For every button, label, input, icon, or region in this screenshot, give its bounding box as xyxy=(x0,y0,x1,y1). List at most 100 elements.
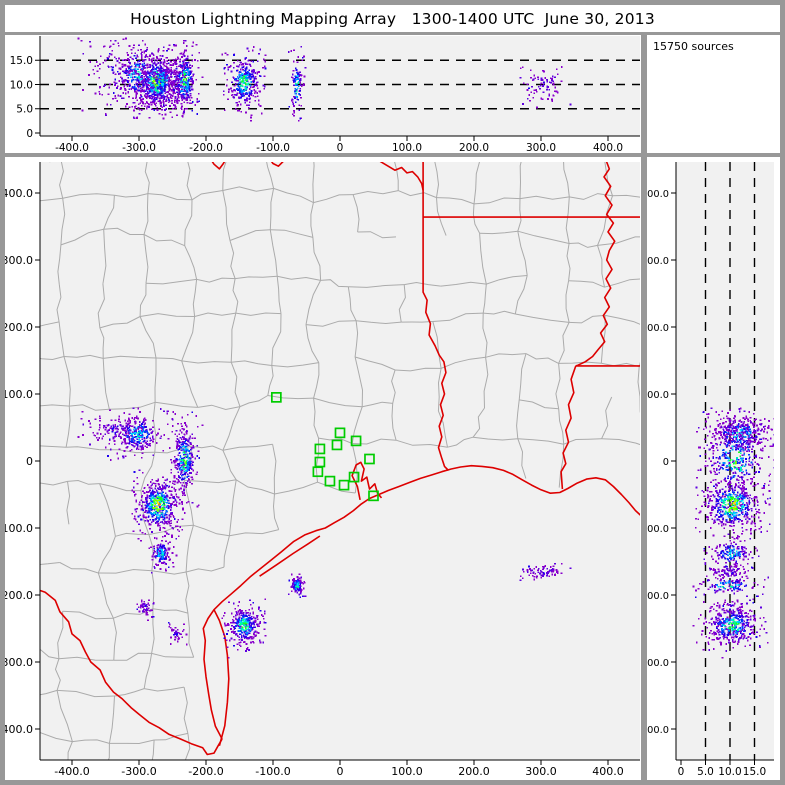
lma-station-marker xyxy=(271,392,282,403)
x-tick: -300.0 xyxy=(122,136,156,153)
lma-station-marker xyxy=(368,490,379,502)
y-tick-label: 300.0 xyxy=(5,254,33,267)
lma-station-marker xyxy=(364,453,375,465)
border-red-river-top xyxy=(211,162,226,170)
y-tick: -300.0 xyxy=(647,658,676,669)
ew-altitude-panel: -400.0 -300.0 -200.0 -100.0 0 100.0 200.0 300.0… xyxy=(5,35,641,153)
x-tick-label: 100.0 xyxy=(391,765,423,778)
lma-station-marker xyxy=(348,471,360,483)
lma-station-marker xyxy=(331,439,343,451)
x-tick-label: 300.0 xyxy=(525,765,557,778)
x-tick: 300.0 xyxy=(526,136,556,153)
border-red-river xyxy=(379,162,424,191)
border-ok-ar-tx-la-border xyxy=(422,162,450,471)
x-tick-label: 300.0 xyxy=(526,142,556,153)
y-tick-label: 0 xyxy=(663,457,669,468)
x-tick-label: -300.0 xyxy=(122,142,156,153)
ns-altitude-panel: -400.0 -300.0 -200.0 -100.0 0 100.0 200.0 300.0… xyxy=(647,157,780,780)
ns-altitude-plot: -400.0 -300.0 -200.0 -100.0 0 100.0 200.0 300.0… xyxy=(647,162,774,778)
plot-area xyxy=(676,162,774,760)
y-tick-label: -100.0 xyxy=(647,524,669,535)
plot-area xyxy=(40,162,640,760)
x-tick: 5.0 xyxy=(697,760,714,778)
y-tick: -100.0 xyxy=(647,524,676,535)
x-tick: -200.0 xyxy=(189,136,223,153)
y-tick-label: -200.0 xyxy=(647,591,669,602)
x-tick: -300.0 xyxy=(121,760,157,778)
x-tick-label: 0 xyxy=(678,766,685,778)
border-galveston-bay xyxy=(351,461,383,501)
y-tick: 0 xyxy=(26,455,40,468)
x-tick: 0 xyxy=(678,760,685,778)
x-tick-label: 400.0 xyxy=(592,765,624,778)
lma-station-marker xyxy=(350,435,362,447)
x-tick-label: 0 xyxy=(337,765,344,778)
y-tick-label: -400.0 xyxy=(647,725,669,736)
x-tick-label: 400.0 xyxy=(593,142,623,153)
border-coast xyxy=(202,464,640,740)
plan-view-map-panel: -400.0 -400.0 -300.0 -300.0 -200.0 -200.0 -100… xyxy=(5,157,641,780)
lma-stations xyxy=(271,392,379,502)
border-rio-grande xyxy=(40,589,223,756)
x-tick-label: -100.0 xyxy=(255,765,290,778)
lightning-sources-ew-altitude xyxy=(77,37,572,122)
y-tick: 400.0 xyxy=(5,187,40,200)
x-tick: 0 xyxy=(337,760,344,778)
y-tick: -400.0 xyxy=(647,725,676,736)
x-tick: 200.0 xyxy=(459,136,489,153)
y-tick: 200.0 xyxy=(647,323,676,334)
y-tick-label: 100.0 xyxy=(647,390,669,401)
y-tick-label: 200.0 xyxy=(5,321,33,334)
x-tick: 15.0 xyxy=(743,760,766,778)
y-tick-label: -300.0 xyxy=(5,656,33,669)
lightning-sources-plan xyxy=(77,407,572,659)
x-tick: 200.0 xyxy=(458,760,490,778)
border-mississippi-river xyxy=(575,162,616,367)
border-red-river-top2 xyxy=(270,162,284,167)
source-count-label: 15750 sources xyxy=(653,40,734,53)
y-tick-label: -300.0 xyxy=(647,658,669,669)
y-tick: -300.0 xyxy=(5,656,40,669)
y-tick: 300.0 xyxy=(647,256,676,267)
lma-station-marker xyxy=(312,466,324,478)
x-tick: -100.0 xyxy=(255,760,291,778)
y-tick-label: 0 xyxy=(26,455,33,468)
y-tick: 15.0 xyxy=(10,55,40,67)
source-count-panel: 15750 sources xyxy=(647,35,780,153)
x-tick: -400.0 xyxy=(54,760,90,778)
x-tick-label: -300.0 xyxy=(121,765,156,778)
lma-station-marker xyxy=(324,475,336,487)
y-tick-label: 0 xyxy=(26,128,33,140)
border-barrier-island xyxy=(213,609,230,747)
x-tick: 400.0 xyxy=(592,760,624,778)
x-tick-label: -400.0 xyxy=(54,765,89,778)
x-tick: 0 xyxy=(337,136,343,153)
x-tick: 10.0 xyxy=(718,760,742,778)
x-tick: 100.0 xyxy=(391,760,423,778)
y-tick-label: -400.0 xyxy=(5,723,33,736)
y-tick-label: 100.0 xyxy=(5,388,33,401)
y-tick-label: -100.0 xyxy=(5,522,33,535)
y-tick: 200.0 xyxy=(5,321,40,334)
y-tick-label: -200.0 xyxy=(5,589,33,602)
page-title: Houston Lightning Mapping Array 1300-140… xyxy=(130,9,655,28)
y-tick: 300.0 xyxy=(5,254,40,267)
title-bar: Houston Lightning Mapping Array 1300-140… xyxy=(5,5,780,32)
county-boundaries xyxy=(40,162,640,760)
lma-station-marker xyxy=(338,479,350,491)
y-tick-label: 400.0 xyxy=(647,189,669,200)
x-tick-label: -100.0 xyxy=(256,142,290,153)
plan-view-map-plot: -400.0 -400.0 -300.0 -300.0 -200.0 -200.0 -100… xyxy=(5,162,640,778)
y-tick-label: 10.0 xyxy=(10,79,33,91)
x-tick-label: 15.0 xyxy=(743,766,766,778)
lightning-sources-ns-altitude xyxy=(692,407,774,659)
x-tick: -400.0 xyxy=(55,136,89,153)
y-tick: -400.0 xyxy=(5,723,40,736)
y-tick: 0 xyxy=(663,457,676,468)
y-tick: 5.0 xyxy=(16,104,40,116)
lma-station-marker xyxy=(334,427,346,439)
x-tick: 300.0 xyxy=(525,760,557,778)
ew-altitude-plot: -400.0 -300.0 -200.0 -100.0 0 100.0 200.0 300.0… xyxy=(10,36,640,153)
lma-station-marker xyxy=(314,443,326,455)
